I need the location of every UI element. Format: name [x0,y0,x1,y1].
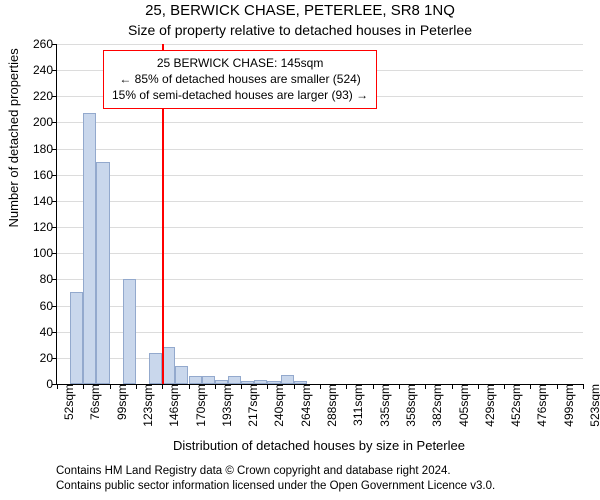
x-tick-label: 405sqm [452,363,466,406]
x-tick-label: 523sqm [583,363,597,406]
y-tick-label: 200 [23,116,57,128]
annotation-line2: ← 85% of detached houses are smaller (52… [112,71,368,87]
title-sub: Size of property relative to detached ho… [0,22,600,38]
gridline-h [57,122,583,123]
chart-container: 25, BERWICK CHASE, PETERLEE, SR8 1NQ Siz… [0,0,600,500]
x-tick-label: 288sqm [320,363,334,406]
annotation-line1: 25 BERWICK CHASE: 145sqm [112,55,368,71]
y-tick-label: 120 [23,221,57,233]
histogram-bar [70,292,83,384]
x-tick-label: 193sqm [215,363,229,406]
x-tick-label: 499sqm [557,363,571,406]
attribution-line2: Contains public sector information licen… [56,479,590,494]
histogram-bar [202,376,215,384]
y-tick-label: 180 [23,143,57,155]
histogram-bar [149,353,162,384]
y-tick-label: 160 [23,169,57,181]
histogram-bar [96,162,109,384]
y-tick-label: 80 [23,273,57,285]
x-tick-label: 240sqm [267,363,281,406]
x-tick-label: 335sqm [373,363,387,406]
title-main: 25, BERWICK CHASE, PETERLEE, SR8 1NQ [0,2,600,19]
y-tick-label: 40 [23,326,57,338]
gridline-h [57,279,583,280]
x-tick-label: 311sqm [346,363,360,405]
attribution: Contains HM Land Registry data © Crown c… [56,464,590,494]
histogram-bar [175,366,188,384]
y-tick-label: 260 [23,38,57,50]
histogram-bar [83,113,96,384]
x-tick-label: 476sqm [530,363,544,406]
annotation-line3: 15% of semi-detached houses are larger (… [112,87,368,103]
gridline-h [57,253,583,254]
attribution-line1: Contains HM Land Registry data © Crown c… [56,464,590,479]
x-tick-label: 358sqm [399,363,413,406]
y-tick-label: 60 [23,300,57,312]
x-tick-label: 170sqm [189,363,203,406]
gridline-h [57,306,583,307]
x-tick-label: 76sqm [83,366,97,402]
gridline-h [57,358,583,359]
gridline-h [57,332,583,333]
x-tick-label: 382sqm [425,363,439,406]
y-tick-label: 220 [23,90,57,102]
histogram-bar [281,375,294,384]
histogram-bar [228,376,241,384]
gridline-h [57,44,583,45]
x-tick-label: 452sqm [504,363,518,406]
x-axis-label: Distribution of detached houses by size … [56,438,582,453]
x-tick-label: 146sqm [162,363,176,406]
plot-area: 020406080100120140160180200220240260 25 … [56,44,583,385]
x-tick-label: 429sqm [478,363,492,406]
gridline-h [57,227,583,228]
y-tick-label: 100 [23,247,57,259]
gridline-h [57,175,583,176]
gridline-h [57,201,583,202]
x-tick-label: 123sqm [136,363,150,406]
x-tick-label: 217sqm [241,363,255,406]
y-axis-label: Number of detached properties [6,48,21,227]
x-tick-label: 52sqm [57,366,71,402]
y-tick-label: 20 [23,352,57,364]
y-tick-label: 240 [23,64,57,76]
y-tick-label: 140 [23,195,57,207]
gridline-h [57,149,583,150]
annotation-box: 25 BERWICK CHASE: 145sqm ← 85% of detach… [103,50,377,109]
x-tick-label: 99sqm [110,366,124,402]
x-tick-label: 264sqm [294,363,308,406]
y-tick-label: 0 [23,378,57,390]
histogram-bar [123,279,136,384]
